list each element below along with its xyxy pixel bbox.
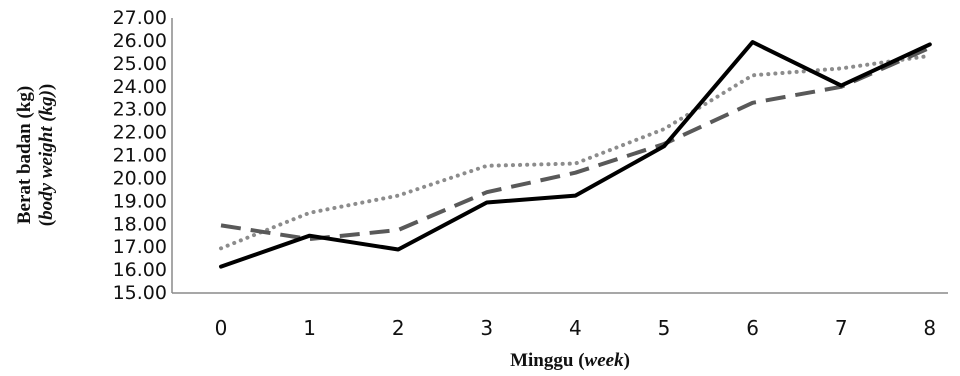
y-tick-label: 16.00 — [113, 259, 167, 281]
y-axis-title-line2: (body weight (kg)) — [36, 84, 57, 226]
x-tick-label: 4 — [569, 316, 582, 340]
x-tick-label: 7 — [835, 316, 848, 340]
y-tick-label: 20.00 — [113, 167, 167, 189]
y-tick-label: 27.00 — [113, 7, 167, 29]
x-tick-label: 1 — [303, 316, 316, 340]
axes — [171, 18, 948, 294]
y-tick-label: 25.00 — [113, 53, 167, 75]
series-line-dotted — [219, 53, 932, 251]
y-tick-label: 23.00 — [113, 99, 167, 121]
y-tick-label: 19.00 — [113, 190, 167, 212]
x-tick-label: 2 — [392, 316, 405, 340]
series-line-solid — [219, 40, 932, 269]
y-tick-label: 17.00 — [113, 236, 167, 258]
x-tick-labels: 0 1 2 3 4 5 6 7 8 — [215, 316, 937, 340]
y-tick-label: 21.00 — [113, 145, 167, 167]
y-tick-label: 24.00 — [113, 76, 167, 98]
x-tick-label: 6 — [746, 316, 759, 340]
x-axis-title: Minggu (week) — [510, 350, 630, 371]
x-tick-label: 3 — [480, 316, 493, 340]
x-tick-label: 8 — [923, 316, 936, 340]
y-tick-label: 18.00 — [113, 213, 167, 235]
y-tick-label: 15.00 — [113, 282, 167, 304]
series-lines — [219, 40, 932, 269]
y-tick-label: 26.00 — [113, 30, 167, 52]
y-axis-title-line1: Berat badan (kg) — [14, 86, 35, 224]
y-tick-labels: 15.0016.0017.0018.0019.0020.0021.0022.00… — [113, 7, 167, 304]
y-tick-label: 22.00 — [113, 122, 167, 144]
series-line-dashed — [220, 45, 931, 242]
x-tick-label: 5 — [658, 316, 671, 340]
x-tick-label: 0 — [215, 316, 228, 340]
